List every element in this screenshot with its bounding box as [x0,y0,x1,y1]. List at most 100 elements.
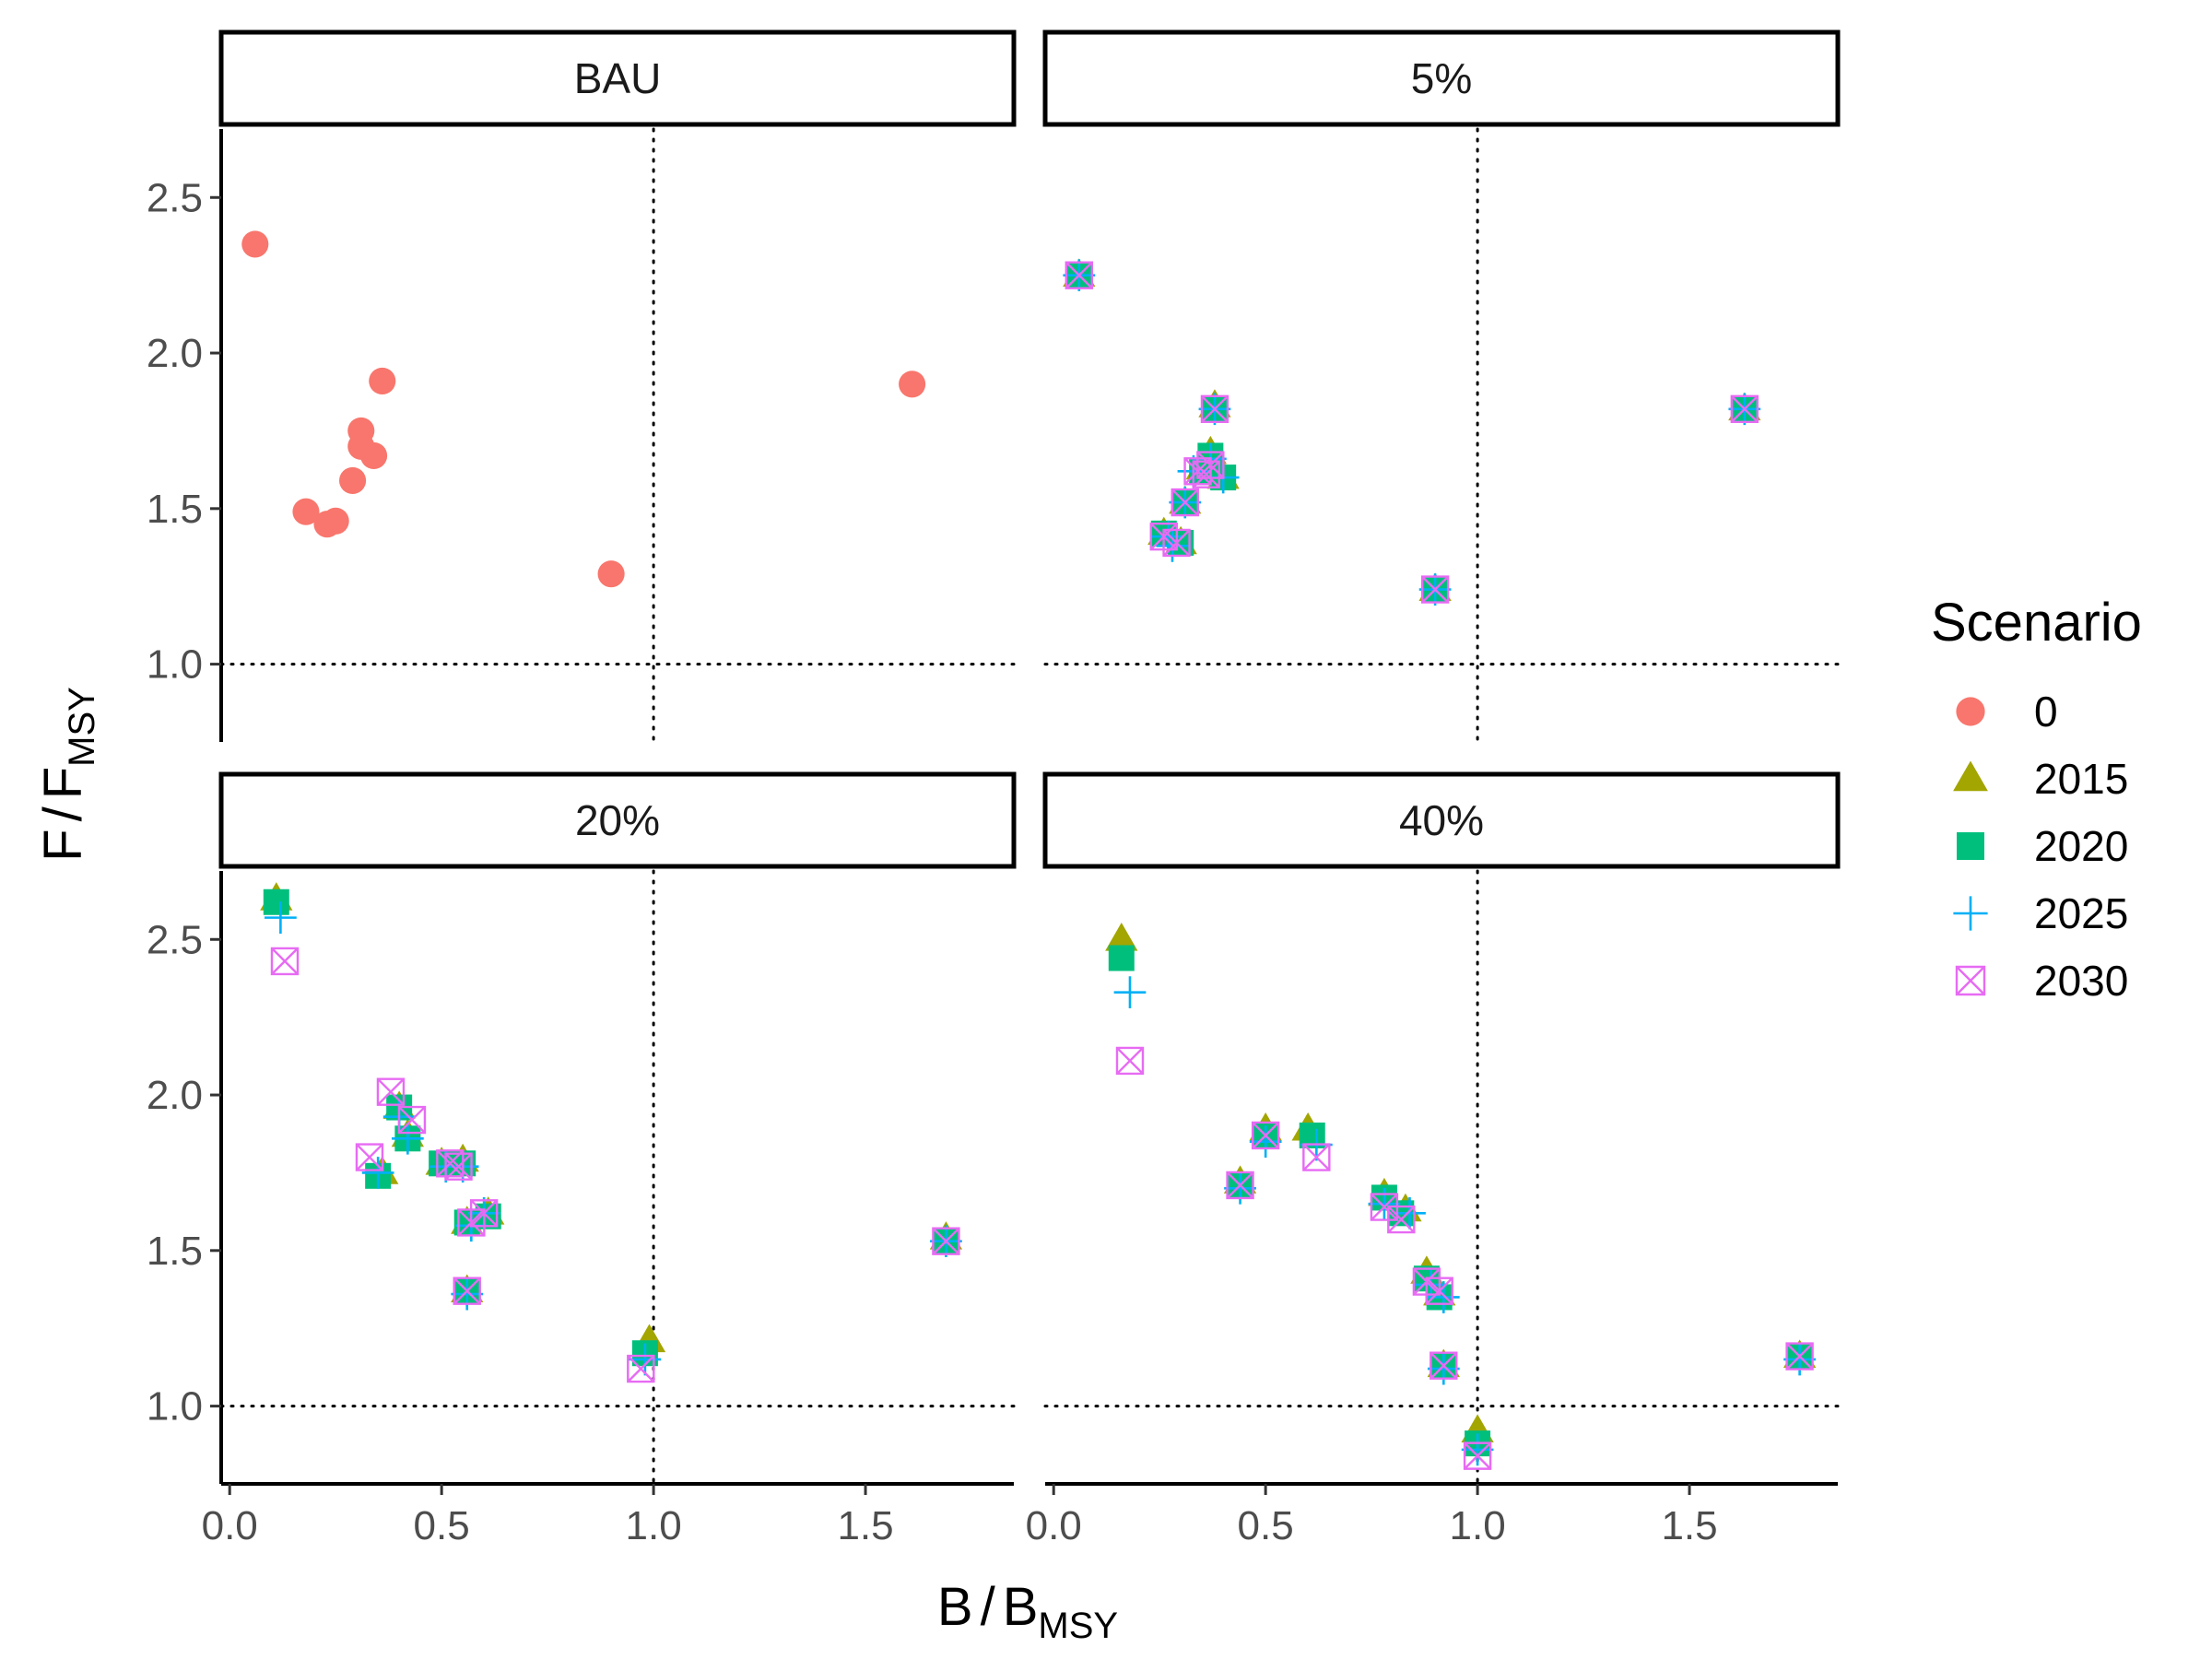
legend-label: 2025 [2034,889,2128,937]
data-point [453,1277,481,1305]
data-point [1420,575,1450,604]
data-point [1105,923,1138,951]
legend-entry: 2030 [1955,957,2128,1005]
legend-entry: 2025 [1953,889,2128,937]
data-point [1171,488,1199,517]
series-2020 [1065,262,1758,603]
y-axis-title-sub: MSY [62,687,102,767]
data-point [457,1208,486,1237]
x-axis-title-sub: MSY [1038,1606,1118,1646]
strip-label: 20% [575,796,660,844]
data-point [322,507,349,535]
data-point [397,1105,427,1135]
data-point [1463,1441,1492,1470]
data-point [627,1354,655,1383]
y-tick-label: 1.5 [147,487,203,532]
data-point [1394,1196,1426,1230]
data-point [361,1157,394,1189]
data-point [1115,1046,1145,1076]
panel-2: 5% [1042,29,1841,744]
x-tick-label: 0.5 [414,1503,470,1548]
y-tick-label: 2.0 [147,1073,203,1118]
x-axis-title-main-2: B [1003,1577,1039,1637]
data-point [597,560,625,588]
data-point [1249,1125,1282,1159]
legend-label: 2015 [2034,755,2128,803]
data-point [1461,1433,1494,1466]
series-0 [241,230,926,588]
panel-1: BAU 1.0 1.5 2.0 2.5 [147,29,1017,744]
legend-entry: 2015 [1953,755,2128,803]
y-tick-label: 1.0 [147,1384,203,1430]
y-tick-label: 1.0 [147,642,203,688]
panel-3: 20% 1.0 1.5 2.0 2.5 0.0 0.5 1.0 1.5 [147,771,1017,1548]
strip-label: 40% [1399,796,1484,844]
x-axis-title-main: B [937,1577,973,1637]
x-tick-label: 0.0 [202,1503,258,1548]
data-point [1108,945,1135,971]
data-point [1183,457,1212,486]
strip-label: 5% [1411,54,1472,102]
legend-label: 0 [2034,688,2058,735]
data-point [1387,1205,1416,1234]
x-axis-title: B / BMSY [937,1577,1118,1646]
data-point [263,888,289,915]
data-point [1370,1193,1399,1221]
data-point [1302,1143,1331,1171]
data-point [436,1149,465,1178]
y-tick-label: 2.5 [147,175,203,220]
data-point [270,947,300,976]
series-2030 [270,947,960,1383]
strip-label: BAU [574,54,662,102]
panels-layer: BAU 1.0 1.5 2.0 2.5 5% 20% 1.0 1.5 2.0 2.5 0.0 0.5 1.… [147,29,1841,1548]
data-point [241,230,269,258]
x-tick-label: 1.0 [1450,1503,1506,1548]
data-point [391,1122,424,1155]
series-2025 [1113,976,1816,1466]
y-axis-title-main-2: F [33,767,93,799]
data-point [1730,394,1759,424]
x-tick-label: 1.0 [626,1503,682,1548]
data-point [1425,1277,1453,1305]
legend-label: 2030 [2034,957,2128,1005]
y-axis-title: F/FMSY [33,687,102,862]
data-point [1785,1342,1814,1371]
strip-box [218,771,1017,869]
legend-key [1955,965,1986,996]
strip-box [1042,771,1841,869]
legend-entry: 2020 [1957,822,2128,870]
series-2015 [1105,923,1817,1442]
data-point [1162,528,1191,558]
data-point [444,1152,473,1181]
series-2030 [1065,261,1759,604]
y-axis-title-slash: / [33,806,93,821]
legend-label: 2020 [2034,822,2128,870]
x-tick-label: 0.0 [1026,1503,1082,1548]
legend-key [1956,697,1985,726]
axis-titles: B / BMSY F/FMSY [33,687,1118,1646]
legend-key [1953,896,1988,931]
x-tick-label: 1.5 [837,1503,893,1548]
series-2020 [263,888,959,1367]
data-point [1113,976,1147,1009]
data-point [932,1227,960,1255]
y-tick-label: 1.5 [147,1229,203,1274]
legend-key [1957,832,1984,860]
data-point [1200,394,1230,424]
series-2025 [265,901,962,1376]
data-point [355,1143,384,1171]
data-point [1226,1171,1254,1200]
legend-entries: 0 2015 2020 2025 2030 [1953,688,2128,1005]
data-point [339,466,367,495]
series-2020 [1108,945,1813,1457]
data-point [1152,520,1184,553]
data-point [1065,261,1093,289]
data-point [292,498,320,525]
x-tick-label: 0.5 [1238,1503,1294,1548]
x-axis-title-slash: / [981,1577,996,1637]
strip-box [1042,29,1841,127]
data-point [376,1077,406,1106]
data-point [1430,1351,1458,1380]
legend: Scenario 0 2015 2020 2025 2030 [1931,593,2142,1005]
